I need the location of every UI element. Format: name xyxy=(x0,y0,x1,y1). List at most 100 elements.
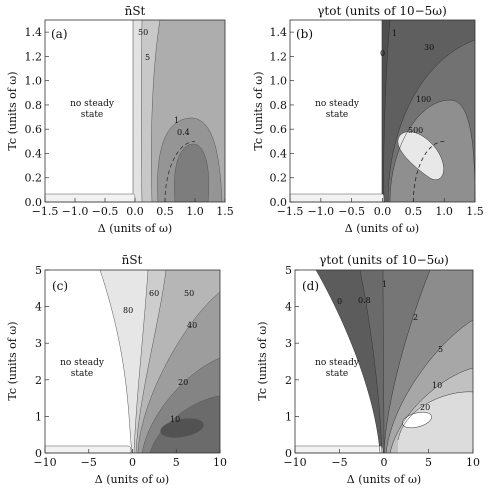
panel-d-contour-line-20 xyxy=(402,411,432,429)
panel-d-x-tick-label: −10 xyxy=(283,456,306,469)
panel-d-y-tick-label: 0 xyxy=(285,447,292,460)
panel-c-y-tick-label: 5 xyxy=(35,264,42,277)
panel-b-ylabel: Tc (units of ω) xyxy=(252,71,265,150)
panel-b-y-tick-label: 0.6 xyxy=(270,123,288,136)
panel-d-y-tick-label: 3 xyxy=(285,337,292,350)
panel-a-y-tick-label: 0.4 xyxy=(25,147,43,160)
panel-a-x-tick-label: 1.0 xyxy=(186,205,204,218)
panel-b-x-tick-label: −0.5 xyxy=(338,205,365,218)
panel-c-ticks: −10 −5 0 5 10 0 1 2 3 4 5 xyxy=(33,264,227,469)
panel-d-xlabel: Δ (units of ω) xyxy=(347,473,421,486)
panel-c-y-tick-label: 4 xyxy=(35,301,42,314)
panel-a-x-tick-label: 0.0 xyxy=(126,205,144,218)
panel-c-contour-label-40: 40 xyxy=(187,321,197,330)
panel-b-x-tick-label: 0.5 xyxy=(405,205,423,218)
panel-c-x-tick-label: 0 xyxy=(129,456,136,469)
panel-b-contour-label-100: 100 xyxy=(416,95,431,104)
panel-a-ylabel: Tc (units of ω) xyxy=(6,71,19,150)
panel-a-x-tick-label: −0.5 xyxy=(92,205,119,218)
panel-b-y-tick-label: 0.8 xyxy=(270,99,288,112)
panel-c-label: (c) xyxy=(52,279,68,293)
panel-d-contour-label-08: 0.8 xyxy=(358,296,371,305)
panel-b-region-500 xyxy=(397,131,444,180)
panel-b-x-tick-label: 1.5 xyxy=(466,205,484,218)
panel-b-contour-label-1: 1 xyxy=(392,29,397,38)
panel-d-contour-label-20: 20 xyxy=(420,403,430,412)
panel-d-region-text-1: no steady xyxy=(315,358,360,368)
panel-a-contour-line-5 xyxy=(151,19,161,203)
panel-a-y-tick-label: 0.6 xyxy=(25,123,43,136)
panel-b-bottom-sliver xyxy=(289,193,385,203)
panel-c-contour-line-50 xyxy=(135,269,167,454)
panel-d-y-tick-label: 4 xyxy=(285,301,292,314)
panel-b-dashed-curve xyxy=(412,140,445,203)
panel-a-y-tick-label: 0.0 xyxy=(25,196,43,209)
panel-d-x-tick-label: 0 xyxy=(381,456,388,469)
panel-a-x-tick-label: 0.5 xyxy=(156,205,174,218)
panel-a-bottom-sliver xyxy=(44,193,136,203)
panel-b-y-tick-label: 0.2 xyxy=(270,172,288,185)
panel-a-xlabel: Δ (units of ω) xyxy=(98,222,172,235)
panel-c-contours xyxy=(100,270,220,453)
panel-b-ticks: −1.5 −1.0 −0.5 0.0 0.5 1.0 1.5 0.0 0.2 0.4 0.6 0.8 1… xyxy=(270,26,484,218)
panel-a-y-tick-label: 0.8 xyxy=(25,99,43,112)
panel-b-region-text-1: no steady xyxy=(315,99,360,109)
panel-b-y-tick-label: 0.4 xyxy=(270,147,288,160)
panel-a: (a) n̄St no steady state 50 5 1 0.4 −1.5… xyxy=(6,4,234,235)
panel-b-y-tick-label: 1.2 xyxy=(270,50,288,63)
panel-b-x-tick-label: 0.0 xyxy=(374,205,392,218)
panel-d-contour-label-1: 1 xyxy=(382,280,387,289)
panel-b-x-tick-label: −1.5 xyxy=(277,205,304,218)
panel-c-contour-line-20 xyxy=(141,357,221,454)
panel-a-contour-line-50 xyxy=(141,19,143,203)
panel-a-contour-label-04: 0.4 xyxy=(177,128,190,137)
panel-d-title: γtot (units of 10−5ω) xyxy=(319,253,449,267)
panel-b-x-tick-label: 1.0 xyxy=(435,205,453,218)
panel-b-y-tick-label: 1.0 xyxy=(270,75,288,88)
panel-c-title: n̄St xyxy=(122,253,143,267)
panel-c-contour-label-20: 20 xyxy=(178,378,188,387)
panel-d-region-15 xyxy=(398,391,473,453)
panel-a-x-tick-label: −1.5 xyxy=(32,205,59,218)
panel-b-contour-line-1 xyxy=(383,19,391,203)
panel-a-y-tick-label: 0.2 xyxy=(25,172,43,185)
panel-b: (b) γtot (units of 10−5ω) no steady stat… xyxy=(252,4,484,235)
panel-a-contour-line-04 xyxy=(174,143,210,203)
panel-c-y-tick-label: 0 xyxy=(35,447,42,460)
panel-c-contour-label-80: 80 xyxy=(123,306,133,315)
panel-d-region-20 xyxy=(402,412,432,428)
panel-a-x-tick-label: −1.0 xyxy=(62,205,89,218)
panel-b-contours xyxy=(382,20,475,202)
panel-d-x-tick-label: −5 xyxy=(331,456,347,469)
panel-b-label: (b) xyxy=(296,27,313,41)
panel-d-x-tick-label: 10 xyxy=(466,456,480,469)
panel-d-contour-line-1 xyxy=(382,269,385,454)
panel-a-y-tick-label: 1.2 xyxy=(25,50,43,63)
panel-b-contour-label-0: 0 xyxy=(380,49,385,58)
panel-a-contour-line-1 xyxy=(157,117,223,203)
panel-c-contour-line-40 xyxy=(137,291,221,454)
panel-c-y-tick-label: 1 xyxy=(35,410,42,423)
panel-a-dashed-curve xyxy=(164,140,196,202)
panel-c-x-tick-label: −10 xyxy=(33,456,56,469)
panel-b-contour-label-500: 500 xyxy=(408,126,423,135)
panel-d-contour-line-2 xyxy=(383,269,431,454)
panel-a-region-text-1: no steady xyxy=(70,99,115,109)
panel-d-contour-label-5: 5 xyxy=(438,345,443,354)
panel-d-bottom-sliver xyxy=(294,445,384,454)
panel-c-x-tick-label: 10 xyxy=(213,456,227,469)
panel-d: (d) γtot (units of 10−5ω) no steady stat… xyxy=(256,253,480,486)
panel-d-contour-label-10: 10 xyxy=(432,381,442,390)
panel-b-xlabel: Δ (units of ω) xyxy=(345,222,419,235)
panel-b-y-tick-label: 0.0 xyxy=(270,196,288,209)
panel-d-x-tick-label: 5 xyxy=(425,456,432,469)
panel-c-x-tick-label: −5 xyxy=(81,456,97,469)
panel-c-xlabel: Δ (units of ω) xyxy=(95,473,169,486)
panel-c-region-text-2: state xyxy=(71,369,94,379)
panel-a-label: (a) xyxy=(51,27,68,41)
panel-b-contour-label-30: 30 xyxy=(424,43,434,52)
panel-a-ticks: −1.5 −1.0 −0.5 0.0 0.5 1.0 1.5 0.0 0.2 0.4 0.6 0.8 1… xyxy=(25,26,234,218)
panel-a-region-04 xyxy=(174,144,209,202)
